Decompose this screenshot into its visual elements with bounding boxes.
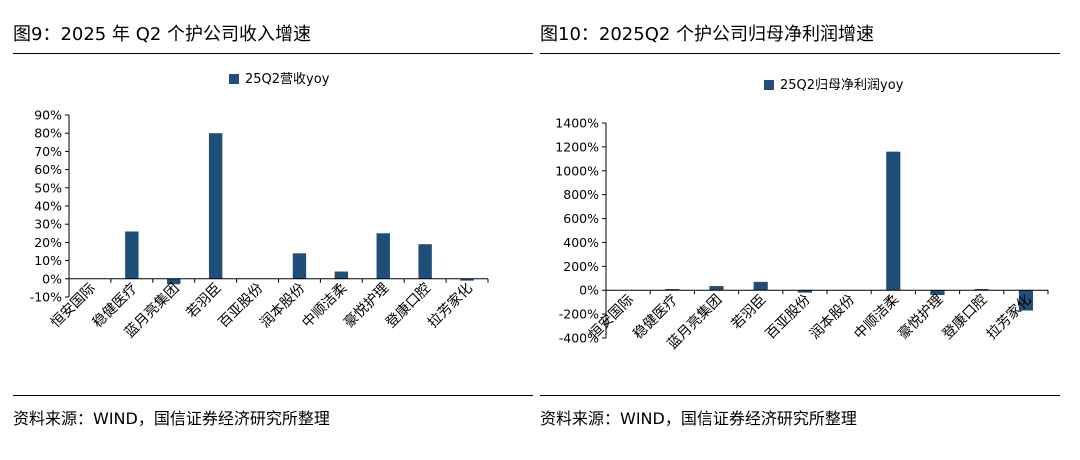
title-divider [540, 53, 1060, 54]
x-tick-label: 中顺洁柔 [299, 280, 350, 331]
x-tick-label: 百亚股份 [763, 292, 814, 343]
source-note: 资料来源：WIND，国信证券经济研究所整理 [13, 409, 330, 428]
bar [167, 278, 181, 285]
chart-title: 图10：2025Q2 个护公司归母净利润增速 [540, 24, 875, 45]
x-tick-label: 登康口腔 [939, 291, 991, 343]
bar [125, 231, 139, 279]
legend: 25Q2营收yoy [229, 72, 330, 87]
x-tick-label: 百亚股份 [215, 280, 266, 331]
bar [753, 281, 768, 291]
chart-panel-revenue: 图9：2025 年 Q2 个护公司收入增速 25Q2营收yoy -10% 0% 10%… [13, 0, 533, 460]
title-divider [13, 53, 533, 54]
y-tick-label: 30% [34, 217, 62, 232]
x-tick-label: 恒安国际 [48, 280, 99, 331]
legend-label: 25Q2营收yoy [245, 72, 330, 87]
y-tick-label: 40% [34, 199, 62, 214]
source-divider [540, 395, 1060, 396]
bar [418, 244, 432, 279]
source-divider [13, 395, 533, 396]
y-tick-label: 70% [34, 144, 62, 159]
chart-title: 图9：2025 年 Q2 个护公司收入增速 [13, 24, 312, 45]
bar [460, 278, 474, 281]
bar [974, 289, 989, 291]
bar [930, 290, 945, 295]
x-tick-label: 登康口腔 [382, 280, 434, 332]
y-tick-label: 600% [563, 211, 599, 226]
y-tick-label: 80% [34, 126, 62, 141]
net-profit-growth-chart: 25Q2归母净利润yoy -400% -200% 0% 200% 400% 600% 800%… [555, 78, 1049, 353]
y-tick-label: -200% [559, 307, 599, 322]
x-tick-label: 拉芳家化 [424, 280, 476, 332]
y-tick-label: 0% [42, 271, 62, 286]
revenue-growth-chart: 25Q2营收yoy -10% 0% 10% 20% 30% 40% 50% 60% 70% 80% 9… [30, 72, 489, 341]
y-tick-label: 200% [563, 259, 599, 274]
bar [665, 289, 680, 291]
y-tick-label: 1000% [555, 163, 599, 178]
x-tick-label: 中顺洁柔 [851, 292, 902, 343]
y-tick-label: 10% [34, 253, 62, 268]
legend-label: 25Q2归母净利润yoy [780, 78, 904, 93]
bar [886, 151, 901, 291]
y-tick-label: 1200% [555, 139, 599, 154]
y-tick-label: 90% [34, 108, 62, 123]
bar [1018, 290, 1033, 311]
legend-swatch [764, 80, 774, 90]
legend: 25Q2归母净利润yoy [764, 78, 904, 93]
x-tick-label: 豪悦护理 [341, 280, 392, 331]
chart-panel-net-profit: 图10：2025Q2 个护公司归母净利润增速 25Q2归母净利润yoy -400%… [540, 0, 1060, 460]
y-tick-label: -400% [559, 331, 599, 346]
y-tick-label: -10% [30, 290, 62, 305]
bar [376, 233, 390, 279]
y-tick-label: 400% [563, 235, 599, 250]
y-tick-label: 20% [34, 235, 62, 250]
x-tick-label: 若羽臣 [183, 280, 224, 321]
x-tick-label: 豪悦护理 [895, 292, 946, 343]
y-tick-label: 1400% [555, 116, 599, 131]
x-tick-label: 拉芳家化 [983, 291, 1035, 343]
y-tick-label: 60% [34, 162, 62, 177]
y-tick-label: 50% [34, 180, 62, 195]
y-tick-label: 800% [563, 187, 599, 202]
legend-swatch [229, 74, 239, 84]
source-note: 资料来源：WIND，国信证券经济研究所整理 [540, 409, 857, 428]
bar [709, 286, 724, 291]
bar [797, 290, 812, 293]
bar [334, 271, 349, 279]
bar [292, 253, 307, 279]
bar [208, 133, 223, 279]
x-tick-label: 润本股份 [257, 280, 308, 331]
x-tick-label: 润本股份 [807, 292, 858, 343]
y-tick-label: 0% [579, 283, 599, 298]
x-tick-label: 若羽臣 [729, 292, 770, 333]
